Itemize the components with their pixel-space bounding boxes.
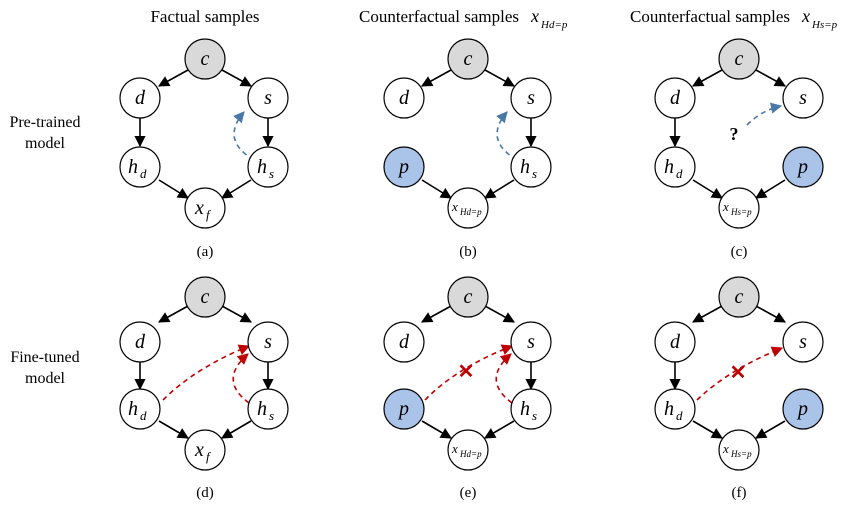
node-a-s: s <box>264 87 272 109</box>
node-d-xf: x <box>194 439 204 461</box>
node-f-d: d <box>670 331 681 353</box>
node-e-x-sub: Hd=p <box>459 449 482 459</box>
node-b-c: c <box>464 48 473 70</box>
node-f-p: p <box>796 398 808 420</box>
node-f-hd: h <box>664 398 674 420</box>
node-a-hd-sub: d <box>140 166 147 181</box>
row-label-finetuned-2: model <box>25 370 66 387</box>
node-c-s: s <box>799 87 807 109</box>
header-cf-hs-text: Counterfactual samples <box>630 7 790 26</box>
node-c-hd-sub: d <box>676 166 683 181</box>
caption-d: (d) <box>196 485 214 501</box>
header-cf-hd-sub: Hd=p <box>540 19 568 31</box>
node-d-hd-sub: d <box>140 408 147 423</box>
node-a-hs-sub: s <box>269 166 274 181</box>
caption-c: (c) <box>731 244 748 260</box>
header-factual: Factual samples <box>150 7 259 26</box>
node-d-c: c <box>201 286 210 308</box>
node-e-p: p <box>397 398 409 420</box>
header-cf-hs-x: x <box>801 6 810 26</box>
node-c-d: d <box>670 87 681 109</box>
node-a-hs: h <box>257 156 267 178</box>
unknown-mark: ? <box>730 124 739 144</box>
node-c-c: c <box>735 48 744 70</box>
node-b-x-sub: Hd=p <box>459 207 482 217</box>
node-e-hs: h <box>520 398 530 420</box>
node-e-x: x <box>451 441 458 456</box>
row-label-pretrained-2: model <box>25 135 66 152</box>
node-f-hd-sub: d <box>676 408 683 423</box>
panel-d: c d s h d h s x f (d) <box>119 276 289 501</box>
node-d-s: s <box>264 331 272 353</box>
node-c-p: p <box>796 156 808 178</box>
node-d-hs: h <box>257 398 267 420</box>
header-cf-hs: Counterfactual samples x Hs=p <box>630 6 838 31</box>
caption-f: (f) <box>732 485 747 501</box>
node-e-s: s <box>527 331 535 353</box>
node-b-s: s <box>527 87 535 109</box>
panel-a: c d s h d h s x f (a) <box>119 38 289 260</box>
node-d-hs-sub: s <box>269 408 274 423</box>
node-f-s: s <box>799 331 807 353</box>
node-e-d: d <box>399 331 410 353</box>
node-b-p: p <box>397 156 409 178</box>
node-f-c: c <box>735 286 744 308</box>
header-cf-hd-text: Counterfactual samples <box>359 7 519 26</box>
header-cf-hd-x: x <box>530 6 539 26</box>
node-a-c: c <box>201 48 210 70</box>
node-d-hd: h <box>128 398 138 420</box>
row-label-pretrained-1: Pre-trained <box>9 114 80 131</box>
node-f-x-sub: Hs=p <box>730 449 752 459</box>
block-mark-f: ✕ <box>730 362 747 384</box>
block-mark-e: ✕ <box>458 361 475 383</box>
caption-e: (e) <box>460 485 477 501</box>
node-a-d: d <box>135 87 146 109</box>
node-b-x: x <box>451 199 458 214</box>
caption-b: (b) <box>459 244 477 260</box>
header-cf-hd: Counterfactual samples x Hd=p <box>359 6 568 31</box>
node-e-hs-sub: s <box>532 408 537 423</box>
panel-b: c d s p h s x Hd=p (b) <box>383 38 552 260</box>
node-b-d: d <box>399 87 410 109</box>
header-cf-hs-sub: Hs=p <box>811 19 838 31</box>
node-a-xf-sub: f <box>206 207 212 222</box>
node-b-hs: h <box>520 156 530 178</box>
panel-f: c d s h d p x Hs=p ✕ (f) <box>654 276 824 501</box>
node-a-hd: h <box>128 156 138 178</box>
node-b-hs-sub: s <box>532 166 537 181</box>
caption-a: (a) <box>197 244 214 260</box>
node-a-xf: x <box>194 197 204 219</box>
panel-c: c d s h d p x Hs=p ? (c) <box>654 38 824 260</box>
node-c-hd: h <box>664 156 674 178</box>
node-d-xf-sub: f <box>206 449 212 464</box>
node-d-d: d <box>135 331 146 353</box>
node-c-x-sub: Hs=p <box>730 207 752 217</box>
row-label-finetuned-1: Fine-tuned <box>10 349 79 366</box>
node-e-c: c <box>464 286 473 308</box>
node-f-x: x <box>722 441 729 456</box>
node-c-x: x <box>722 199 729 214</box>
panel-e: c d s p h s x Hd=p ✕ (e) <box>383 276 552 501</box>
